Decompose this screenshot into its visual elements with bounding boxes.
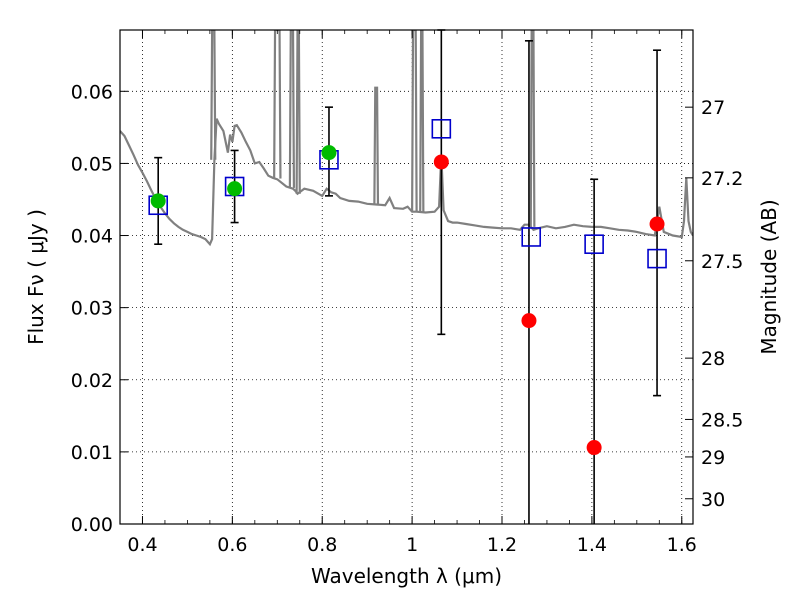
grid [120,30,693,525]
y2-tick-label: 30 [701,489,725,511]
x-tick-label: 0.4 [127,534,157,556]
emission-spike [373,86,380,205]
y-tick-label: 0.03 [71,298,113,320]
y-tick-label: 0.01 [71,442,113,464]
y2-axis-ticks: 27 27.2 27.5 28 28.5 29 30 [685,97,743,511]
red-data-point [521,313,537,329]
emission-spike [411,30,418,212]
model-photometry-square [431,119,452,139]
x-tick-label: 1.6 [667,534,697,556]
plot-frame [119,29,694,525]
x-axis-title: Wavelength λ (μm) [311,564,502,588]
red-data-point [433,154,449,170]
emission-spike [295,30,301,194]
y-tick-label: 0.02 [71,370,113,392]
model-photometry-square [584,234,604,254]
x-tick-label: 0.6 [217,534,247,556]
data-markers [148,119,667,456]
x-tick-label: 1 [406,534,418,556]
model-photometry-square [647,248,667,269]
x-tick-label: 1.4 [577,534,607,556]
emission-spike [210,30,217,160]
x-tick-label: 1.2 [487,534,517,556]
y-tick-label: 0.06 [71,81,113,103]
x-tick-label: 0.8 [307,534,337,556]
emission-spike [419,30,425,212]
green-data-point [321,145,337,161]
model-spectrum-line [120,118,693,247]
model-photometry-square [521,227,542,247]
y2-tick-label: 27 [701,97,725,119]
emission-spike [288,30,296,188]
y2-tick-label: 29 [701,447,725,469]
y-axis-ticks: 0.00 0.01 0.02 0.03 0.04 0.05 0.06 [71,81,128,536]
y-tick-label: 0.05 [71,153,113,175]
model-spectrum-layer [120,30,693,247]
y2-tick-label: 28.5 [701,409,743,431]
error-bars [154,29,662,524]
y2-tick-label: 27.2 [701,168,743,190]
emission-spike [529,30,536,227]
green-data-point [227,181,243,197]
red-data-point [586,440,602,456]
y-tick-label: 0.04 [71,226,113,248]
red-data-point [649,216,665,232]
y-axis-title: Flux Fν ( μJy ) [24,209,48,345]
x-axis-ticks: 0.4 0.6 0.8 1 1.2 1.4 1.6 [119,30,697,556]
emission-spikes [210,30,536,227]
emission-spike [273,30,282,179]
y2-axis-title: Magnitude (AB) [757,199,781,354]
green-data-point [150,193,166,209]
y2-tick-label: 27.5 [701,251,743,273]
y-tick-label: 0.00 [71,514,113,536]
y2-tick-label: 28 [701,348,725,370]
